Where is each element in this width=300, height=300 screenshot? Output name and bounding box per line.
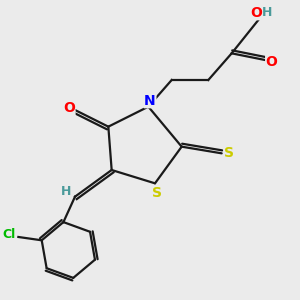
Text: S: S [224,146,234,160]
Text: O: O [266,55,278,69]
Text: N: N [144,94,156,108]
Text: S: S [152,186,162,200]
Text: Cl: Cl [2,228,16,241]
Text: H: H [61,185,71,198]
Text: H: H [262,6,272,19]
Text: O: O [63,101,75,115]
Text: O: O [251,6,262,20]
